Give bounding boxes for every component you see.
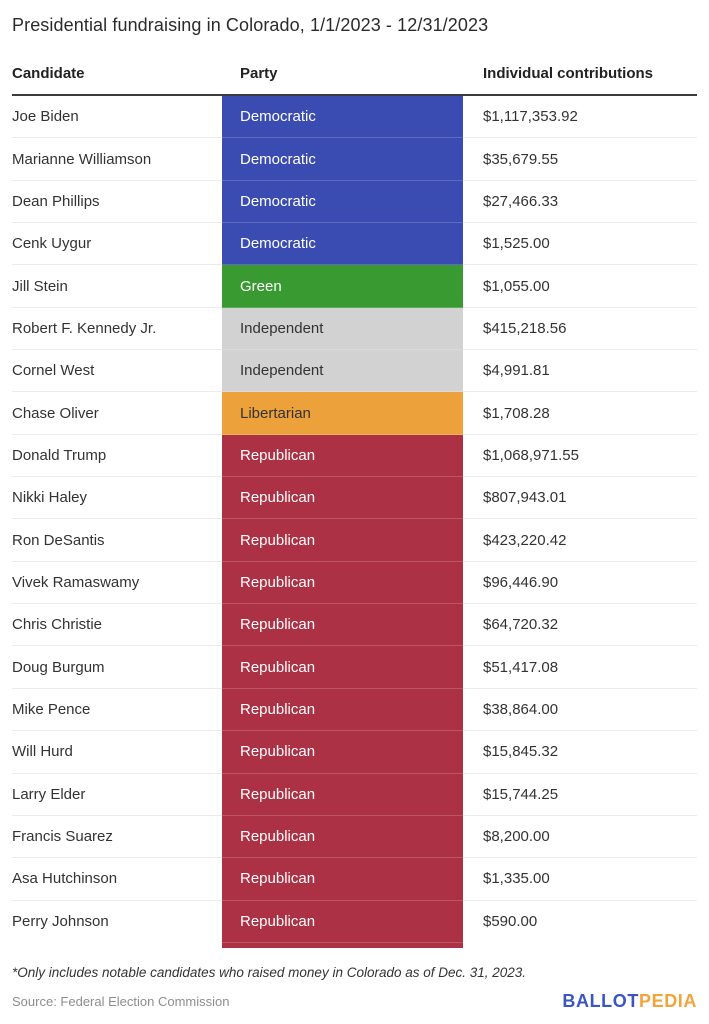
contribution-cell: $35,679.55 <box>463 138 697 181</box>
candidate-cell: Ron DeSantis <box>12 519 222 562</box>
contribution-cell: $1,068,971.55 <box>463 435 697 478</box>
table-row: Mike Pence Republican $38,864.00 <box>12 688 697 732</box>
table-row: Larry Elder Republican $15,744.25 <box>12 773 697 816</box>
candidate-cell: Jill Stein <box>12 265 222 308</box>
logo-ballot: BALLOT <box>562 990 639 1011</box>
contribution-cell: $15,744.25 <box>463 774 697 816</box>
table-row: Perry Johnson Republican $590.00 <box>12 900 697 943</box>
contribution-cell: $51,417.08 <box>463 646 697 689</box>
logo-pedia: PEDIA <box>638 990 697 1011</box>
candidate-cell: Joe Biden <box>12 96 222 139</box>
contribution-cell: $8,200.00 <box>463 816 697 859</box>
party-cell: Republican <box>222 646 463 689</box>
candidate-cell: Donald Trump <box>12 435 222 478</box>
column-header-contributions: Individual contributions <box>483 65 653 82</box>
column-header-candidate: Candidate <box>12 65 85 82</box>
candidate-cell: Vivek Ramaswamy <box>12 562 222 605</box>
contribution-cell: $1,335.00 <box>463 858 697 901</box>
candidate-cell: Chris Christie <box>12 604 222 647</box>
ballotpedia-logo: BALLOTPEDIA <box>562 991 697 1012</box>
party-cell: Republican <box>222 858 463 901</box>
candidate-cell: Cornel West <box>12 350 222 393</box>
contribution-cell: $415,218.56 <box>463 308 697 351</box>
source-text: Source: Federal Election Commission <box>12 993 230 1009</box>
contribution-cell: $96,446.90 <box>463 562 697 605</box>
column-header-party: Party <box>240 65 278 82</box>
contribution-cell: $1,117,353.92 <box>463 96 697 139</box>
table-row: Asa Hutchinson Republican $1,335.00 <box>12 858 697 901</box>
footnote: *Only includes notable candidates who ra… <box>12 964 527 980</box>
table-row: Marianne Williamson Democratic $35,679.5… <box>12 138 697 181</box>
party-cell: Democratic <box>222 180 463 224</box>
party-cell: Republican <box>222 434 463 478</box>
party-cell: Republican <box>222 561 463 605</box>
party-cell: Democratic <box>222 138 463 181</box>
table-row: Cornel West Independent $4,991.81 <box>12 350 697 393</box>
contribution-cell: $590.00 <box>483 913 538 931</box>
contribution-cell: $1,525.00 <box>463 223 697 266</box>
candidate-cell: Will Hurd <box>12 731 222 774</box>
contribution-cell: $4,991.81 <box>463 350 697 393</box>
candidate-cell: Cenk Uygur <box>12 223 222 266</box>
contribution-cell: $807,943.01 <box>463 477 697 520</box>
table-row: Jill Stein Green $1,055.00 <box>12 265 697 308</box>
table-row: Francis Suarez Republican $8,200.00 <box>12 815 697 859</box>
table-body: Joe Biden Democratic $1,117,353.92 Maria… <box>12 96 697 943</box>
footer: Source: Federal Election Commission BALL… <box>12 991 697 1012</box>
party-cell: Republican <box>222 731 463 774</box>
contribution-cell: $27,466.33 <box>463 181 697 224</box>
table-header: Candidate Party Individual contributions <box>12 64 697 96</box>
candidate-cell: Chase Oliver <box>12 392 222 435</box>
candidate-cell: Mike Pence <box>12 689 222 732</box>
candidate-cell: Larry Elder <box>12 774 222 816</box>
party-cell: Independent <box>222 307 463 351</box>
party-column-extension <box>222 942 463 948</box>
candidate-cell: Doug Burgum <box>12 646 222 689</box>
candidate-cell: Marianne Williamson <box>12 138 222 181</box>
contribution-cell: $423,220.42 <box>463 519 697 562</box>
table-row: Ron DeSantis Republican $423,220.42 <box>12 519 697 562</box>
party-cell: Republican <box>222 815 463 859</box>
party-cell: Republican <box>222 519 463 562</box>
candidate-cell: Robert F. Kennedy Jr. <box>12 308 222 351</box>
contribution-cell: $38,864.00 <box>463 689 697 732</box>
party-cell: Republican <box>222 604 463 647</box>
table-row: Dean Phillips Democratic $27,466.33 <box>12 180 697 224</box>
party-cell: Green <box>222 265 463 308</box>
contribution-cell: $1,708.28 <box>463 392 697 435</box>
table-row: Doug Burgum Republican $51,417.08 <box>12 646 697 689</box>
page-title: Presidential fundraising in Colorado, 1/… <box>12 15 489 35</box>
contribution-cell: $1,055.00 <box>463 265 697 308</box>
party-cell: Republican <box>222 900 463 943</box>
table-row: Joe Biden Democratic $1,117,353.92 <box>12 96 697 139</box>
fundraising-table: Candidate Party Individual contributions… <box>12 64 697 948</box>
table-row: Nikki Haley Republican $807,943.01 <box>12 477 697 520</box>
party-cell: Republican <box>222 773 463 816</box>
table-row: Cenk Uygur Democratic $1,525.00 <box>12 223 697 266</box>
party-cell: Independent <box>222 350 463 393</box>
contribution-cell: $64,720.32 <box>463 604 697 647</box>
candidate-cell: Nikki Haley <box>12 477 222 520</box>
contribution-cell: $15,845.32 <box>463 731 697 774</box>
candidate-cell: Asa Hutchinson <box>12 858 222 901</box>
table-row: Robert F. Kennedy Jr. Independent $415,2… <box>12 307 697 351</box>
candidate-cell: Francis Suarez <box>12 816 222 859</box>
table-row: Donald Trump Republican $1,068,971.55 <box>12 434 697 478</box>
party-cell: Republican <box>222 688 463 732</box>
candidate-cell: Perry Johnson <box>12 913 109 931</box>
party-cell: Democratic <box>222 223 463 266</box>
table-row: Chase Oliver Libertarian $1,708.28 <box>12 392 697 435</box>
table-row: Chris Christie Republican $64,720.32 <box>12 604 697 647</box>
table-row: Will Hurd Republican $15,845.32 <box>12 731 697 774</box>
party-cell: Democratic <box>222 96 463 139</box>
candidate-cell: Dean Phillips <box>12 181 222 224</box>
party-cell: Republican <box>222 477 463 520</box>
party-cell: Libertarian <box>222 392 463 435</box>
table-row: Vivek Ramaswamy Republican $96,446.90 <box>12 561 697 605</box>
